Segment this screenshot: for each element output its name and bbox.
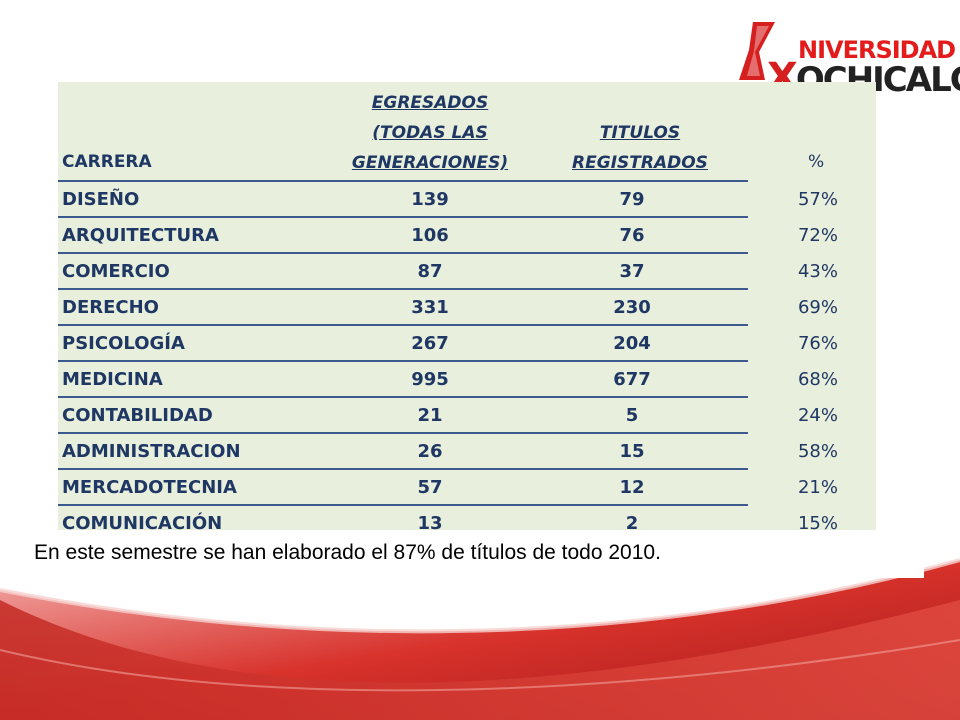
cell-egresados: 995: [411, 369, 449, 390]
cell-carrera: DERECHO: [62, 297, 159, 318]
cell-percent: 57%: [797, 189, 838, 210]
cell-percent: 43%: [797, 261, 838, 282]
row-rule: [58, 504, 748, 506]
row-rule: [58, 252, 748, 254]
cell-carrera: MERCADOTECNIA: [62, 477, 237, 498]
cell-egresados: 87: [417, 261, 443, 282]
cell-titulos: 204: [613, 333, 651, 354]
data-table: [58, 82, 876, 530]
row-rule: [58, 360, 748, 362]
cell-carrera: ADMINISTRACION: [62, 441, 241, 462]
header-egresados-line2: (TODAS LAS: [372, 123, 488, 143]
row-rule: [58, 324, 748, 326]
row-rule: [58, 396, 748, 398]
header-carrera: CARRERA: [62, 152, 152, 172]
cell-carrera: MEDICINA: [62, 369, 163, 390]
cell-percent: 24%: [797, 405, 838, 426]
cell-titulos: 230: [613, 297, 651, 318]
university-logo: NIVERSIDAD XOCHICALCO: [735, 18, 960, 98]
caption-background: [24, 538, 924, 578]
cell-carrera: ARQUITECTURA: [62, 225, 219, 246]
logo-swoosh-icon: [739, 22, 775, 80]
row-rule: [58, 288, 748, 290]
row-rule: [58, 432, 748, 434]
cell-percent: 68%: [797, 369, 838, 390]
cell-egresados: 26: [417, 441, 443, 462]
cell-egresados: 331: [411, 297, 449, 318]
cell-titulos: 2: [625, 513, 639, 534]
header-egresados: EGRESADOS (TODAS LAS GENERACIONES): [310, 88, 550, 178]
logo-text-top: NIVERSIDAD: [798, 36, 956, 64]
row-rule: [58, 468, 748, 470]
cell-percent: 15%: [797, 513, 838, 534]
cell-titulos: 79: [619, 189, 645, 210]
cell-percent: 76%: [797, 333, 838, 354]
cell-titulos: 12: [619, 477, 645, 498]
header-percent: %: [808, 152, 825, 172]
cell-percent: 69%: [797, 297, 838, 318]
cell-carrera: COMUNICACIÓN: [62, 513, 223, 534]
cell-egresados: 267: [411, 333, 449, 354]
cell-egresados: 106: [411, 225, 449, 246]
cell-titulos: 5: [625, 405, 639, 426]
cell-titulos: 15: [619, 441, 645, 462]
cell-percent: 21%: [797, 477, 838, 498]
cell-egresados: 21: [417, 405, 443, 426]
header-titulos-line1: TITULOS: [599, 123, 681, 143]
header-egresados-line1: EGRESADOS: [371, 93, 489, 113]
cell-egresados: 139: [411, 189, 449, 210]
cell-percent: 58%: [797, 441, 838, 462]
cell-titulos: 677: [613, 369, 651, 390]
cell-carrera: PSICOLOGÍA: [62, 333, 185, 354]
cell-titulos: 76: [619, 225, 645, 246]
cell-egresados: 13: [417, 513, 443, 534]
caption-text: En este semestre se han elaborado el 87%…: [34, 541, 661, 564]
cell-carrera: DISEÑO: [62, 189, 140, 210]
header-titulos-line2: REGISTRADOS: [572, 153, 708, 173]
cell-titulos: 37: [619, 261, 645, 282]
cell-carrera: COMERCIO: [62, 261, 170, 282]
cell-carrera: CONTABILIDAD: [62, 405, 213, 426]
row-rule: [58, 216, 748, 218]
cell-egresados: 57: [417, 477, 443, 498]
header-titulos: TITULOS REGISTRADOS: [540, 118, 740, 178]
cell-percent: 72%: [797, 225, 838, 246]
header-rule: [58, 180, 748, 182]
header-egresados-line3: GENERACIONES): [351, 153, 509, 173]
